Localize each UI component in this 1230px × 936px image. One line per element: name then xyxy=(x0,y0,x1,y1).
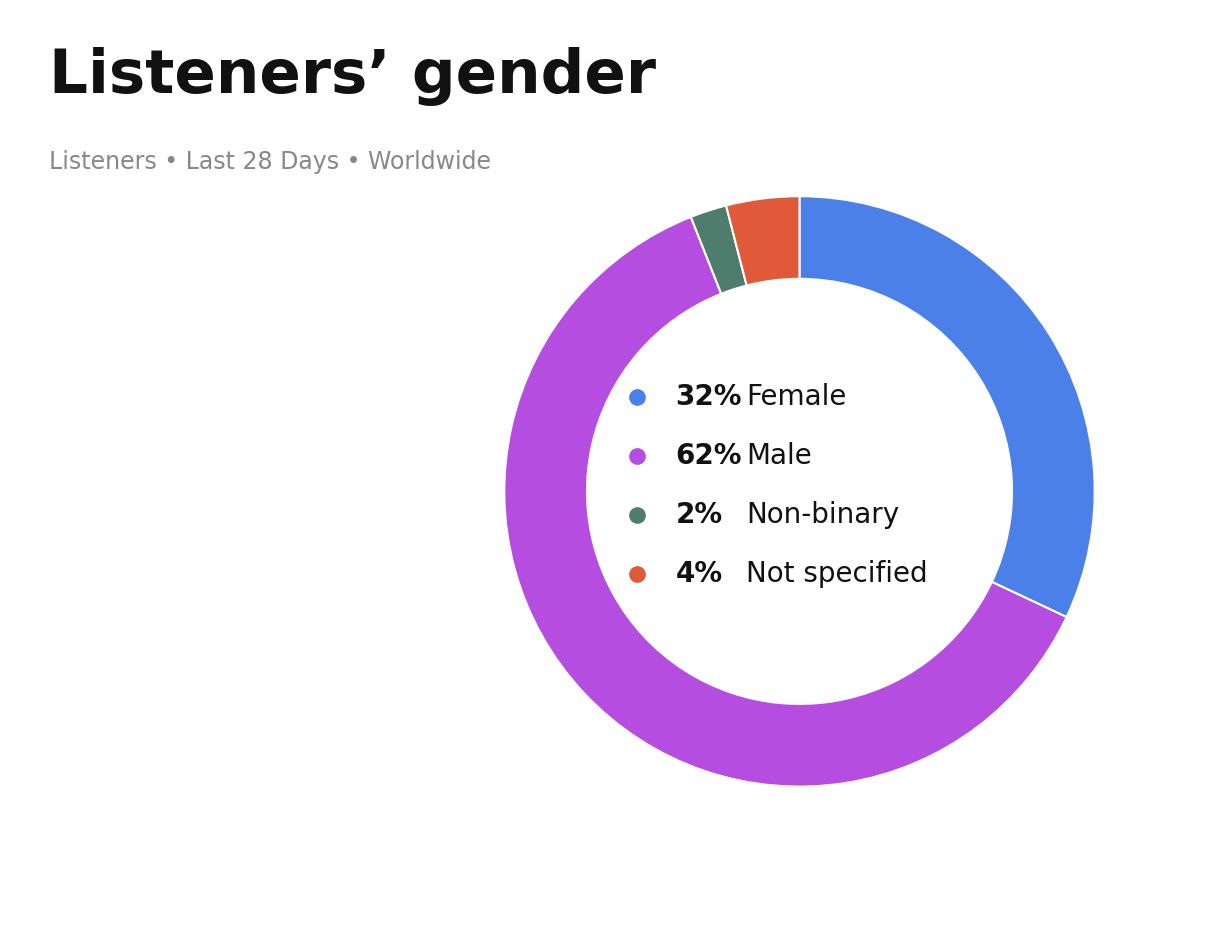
Wedge shape xyxy=(691,206,747,294)
Wedge shape xyxy=(504,217,1066,786)
Text: Male: Male xyxy=(747,442,812,470)
Text: 32%: 32% xyxy=(675,383,742,411)
Text: Listeners’ gender: Listeners’ gender xyxy=(49,47,656,106)
Wedge shape xyxy=(726,197,800,285)
Text: 62%: 62% xyxy=(675,442,742,470)
Text: Not specified: Not specified xyxy=(747,560,927,588)
Text: 4%: 4% xyxy=(675,560,723,588)
Text: Female: Female xyxy=(747,383,846,411)
Text: Non-binary: Non-binary xyxy=(747,501,899,529)
Text: 2%: 2% xyxy=(675,501,723,529)
Wedge shape xyxy=(800,197,1095,617)
Text: Listeners • Last 28 Days • Worldwide: Listeners • Last 28 Days • Worldwide xyxy=(49,150,491,174)
